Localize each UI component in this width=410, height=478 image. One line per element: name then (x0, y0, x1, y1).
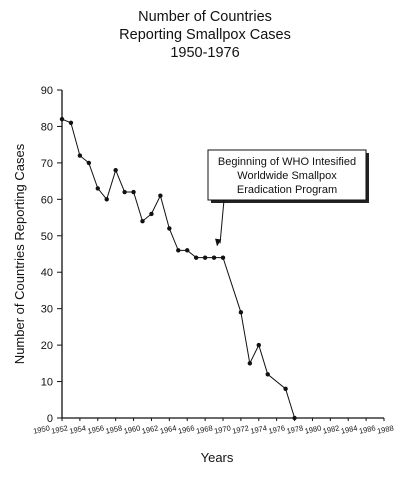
annotation: Beginning of WHO Intesified Worldwide Sma… (207, 149, 369, 247)
x-tick-label: 1970 (213, 423, 231, 435)
y-tick-label: 90 (41, 85, 53, 97)
data-point (149, 211, 154, 217)
y-tick-label: 70 (41, 158, 53, 170)
data-point (68, 120, 74, 126)
data-point (131, 189, 136, 195)
x-tick-label: 1962 (141, 423, 159, 435)
data-point (211, 255, 217, 260)
x-tick-label: 1950 (32, 423, 50, 435)
x-tick-label: 1972 (231, 423, 249, 435)
x-tick-label: 1980 (304, 423, 322, 435)
y-tick-label: 0 (47, 413, 53, 425)
x-tick-label: 1958 (105, 423, 123, 435)
x-tick-label: 1974 (250, 423, 268, 435)
data-point (238, 310, 244, 315)
annotation-text-line: Worldwide Smallpox (237, 170, 337, 182)
annotation-arrow-line (219, 199, 225, 244)
data-point (140, 219, 145, 224)
data-point (256, 342, 261, 348)
annotation-text-line: Beginning of WHO Intesified (218, 156, 356, 168)
data-point (95, 186, 100, 191)
y-axis-label: Number of Countries Reporting Cases (12, 143, 27, 364)
data-point (158, 193, 163, 198)
chart-title-line-1: Number of Countries (138, 9, 272, 25)
annotation-box (207, 149, 367, 201)
x-tick-label: 1976 (268, 423, 286, 435)
chart-title: Number of Countries Reporting Smallpox C… (0, 8, 410, 62)
data-point (202, 255, 208, 260)
y-tick-label: 20 (41, 340, 53, 352)
x-tick-label: 1968 (195, 423, 213, 435)
data-point (122, 189, 127, 195)
y-tick-label: 10 (41, 377, 53, 389)
y-tick-label: 50 (41, 231, 53, 243)
y-tick-label: 30 (41, 304, 53, 316)
annotation-text-line: Eradication Program (237, 184, 337, 196)
y-tick-label: 40 (41, 267, 53, 279)
chart-title-line-2: Reporting Smallpox Cases (119, 27, 291, 43)
x-tick-label: 1966 (177, 423, 195, 435)
x-tick-label: 1978 (286, 423, 304, 435)
data-point (167, 226, 172, 231)
y-tick-label: 60 (41, 194, 53, 206)
data-point (265, 372, 270, 377)
data-point (59, 116, 65, 122)
data-point (86, 160, 92, 166)
data-point (77, 153, 83, 158)
data-point (220, 255, 226, 260)
data-point (193, 255, 199, 260)
axes (61, 90, 384, 419)
x-tick-label: 1988 (376, 423, 394, 435)
x-tick-label: 1964 (159, 423, 177, 435)
x-tick-label: 1956 (87, 423, 105, 435)
x-axis-ticks: 1950 1952 1954 1956 1958 1960 1962 1964 1966 1968… (32, 418, 394, 436)
annotation-arrowhead (215, 238, 222, 247)
y-tick-label: 80 (41, 121, 53, 133)
data-point (292, 415, 297, 421)
chart-title-line-3: 1950-1976 (170, 45, 240, 61)
x-tick-label: 1960 (123, 423, 141, 435)
y-axis-ticks: 0 10 20 30 40 50 60 70 80 90 (41, 85, 62, 425)
x-tick-label: 1954 (69, 423, 87, 435)
data-point (283, 386, 288, 392)
x-tick-label: 1986 (358, 423, 376, 435)
x-axis-label: Years (201, 450, 234, 465)
data-point (104, 197, 109, 202)
x-tick-label: 1952 (50, 423, 68, 435)
x-tick-label: 1982 (322, 423, 340, 435)
data-point (185, 248, 190, 253)
data-point (247, 361, 253, 366)
data-point (176, 248, 181, 253)
data-series (59, 116, 297, 421)
x-tick-label: 1984 (340, 423, 358, 435)
data-point (113, 167, 118, 173)
